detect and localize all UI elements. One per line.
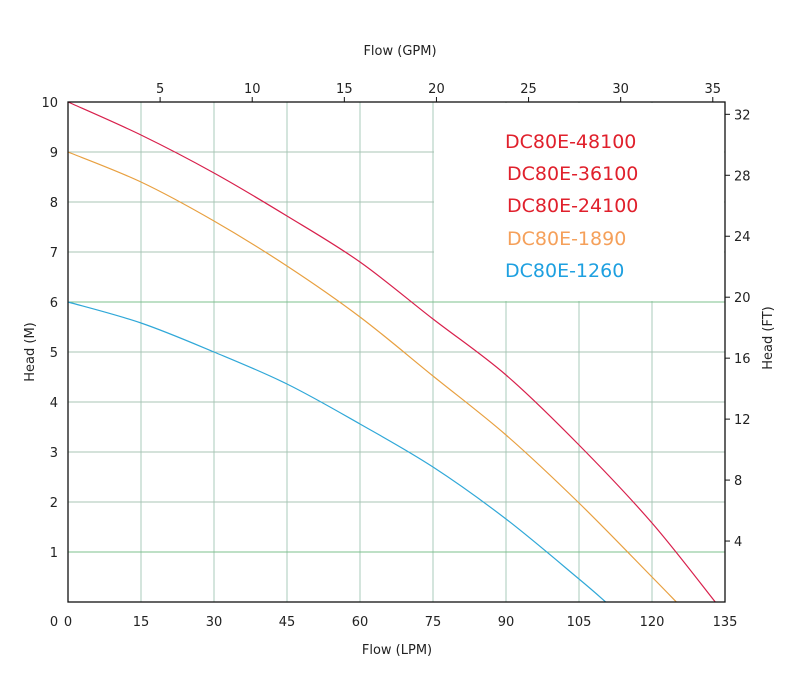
y-tick-label-zero: 0 xyxy=(50,615,58,630)
x-tick-label: 120 xyxy=(640,615,665,630)
series-line-0 xyxy=(67,101,716,603)
x2-tick-label: 20 xyxy=(428,82,445,97)
y-tick-label: 1 xyxy=(50,546,58,561)
x-tick-label: 75 xyxy=(425,615,442,630)
y2-tick-label: 8 xyxy=(734,474,742,489)
series-line-1 xyxy=(67,151,677,603)
series-line-2 xyxy=(67,301,607,603)
y-tick-label: 3 xyxy=(50,446,58,461)
y2-tick-label: 4 xyxy=(734,535,742,550)
axes xyxy=(67,97,730,603)
legend-entry: DC80E-48100 xyxy=(505,131,636,153)
x2-axis-label: Flow (GPM) xyxy=(363,44,436,59)
y-tick-label: 6 xyxy=(50,296,58,311)
y-axis-label: Head (M) xyxy=(23,322,38,381)
x-axis-label: Flow (LPM) xyxy=(362,643,432,658)
x-tick-label: 0 xyxy=(64,615,72,630)
legend-entry: DC80E-1890 xyxy=(507,228,626,250)
y2-tick-label: 28 xyxy=(734,169,751,184)
x-tick-label: 15 xyxy=(133,615,150,630)
y-tick-label: 7 xyxy=(50,246,58,261)
y2-tick-label: 20 xyxy=(734,291,751,306)
legend-entry: DC80E-36100 xyxy=(507,163,638,185)
legend-entry: DC80E-1260 xyxy=(505,260,624,282)
plot-frame xyxy=(67,101,726,603)
x-tick-label: 30 xyxy=(206,615,223,630)
x-tick-label: 90 xyxy=(498,615,515,630)
y-tick-label: 5 xyxy=(50,346,58,361)
x2-tick-label: 10 xyxy=(244,82,261,97)
y2-tick-label: 12 xyxy=(734,413,751,428)
x-tick-label: 60 xyxy=(352,615,369,630)
y-tick-label: 9 xyxy=(50,146,58,161)
y-tick-label: 2 xyxy=(50,496,58,511)
y2-tick-label: 24 xyxy=(734,230,751,245)
y2-axis-label: Head (FT) xyxy=(761,306,776,369)
x2-tick-label: 30 xyxy=(612,82,629,97)
x-tick-label: 135 xyxy=(713,615,738,630)
y-tick-label: 8 xyxy=(50,196,58,211)
x-tick-label: 45 xyxy=(279,615,296,630)
x-tick-label: 105 xyxy=(567,615,592,630)
x2-tick-label: 35 xyxy=(705,82,722,97)
legend-entry: DC80E-24100 xyxy=(507,195,638,217)
y2-tick-label: 32 xyxy=(734,108,751,123)
y2-tick-label: 16 xyxy=(734,352,751,367)
legend-box xyxy=(434,103,724,301)
x2-tick-label: 25 xyxy=(520,82,537,97)
x2-tick-label: 5 xyxy=(156,82,164,97)
y-tick-label: 4 xyxy=(50,396,58,411)
x2-tick-label: 15 xyxy=(336,82,353,97)
curves xyxy=(67,101,716,603)
legend: DC80E-48100 DC80E-36100 DC80E-24100 DC80E-1… xyxy=(505,131,638,282)
y-tick-label: 10 xyxy=(41,96,58,111)
